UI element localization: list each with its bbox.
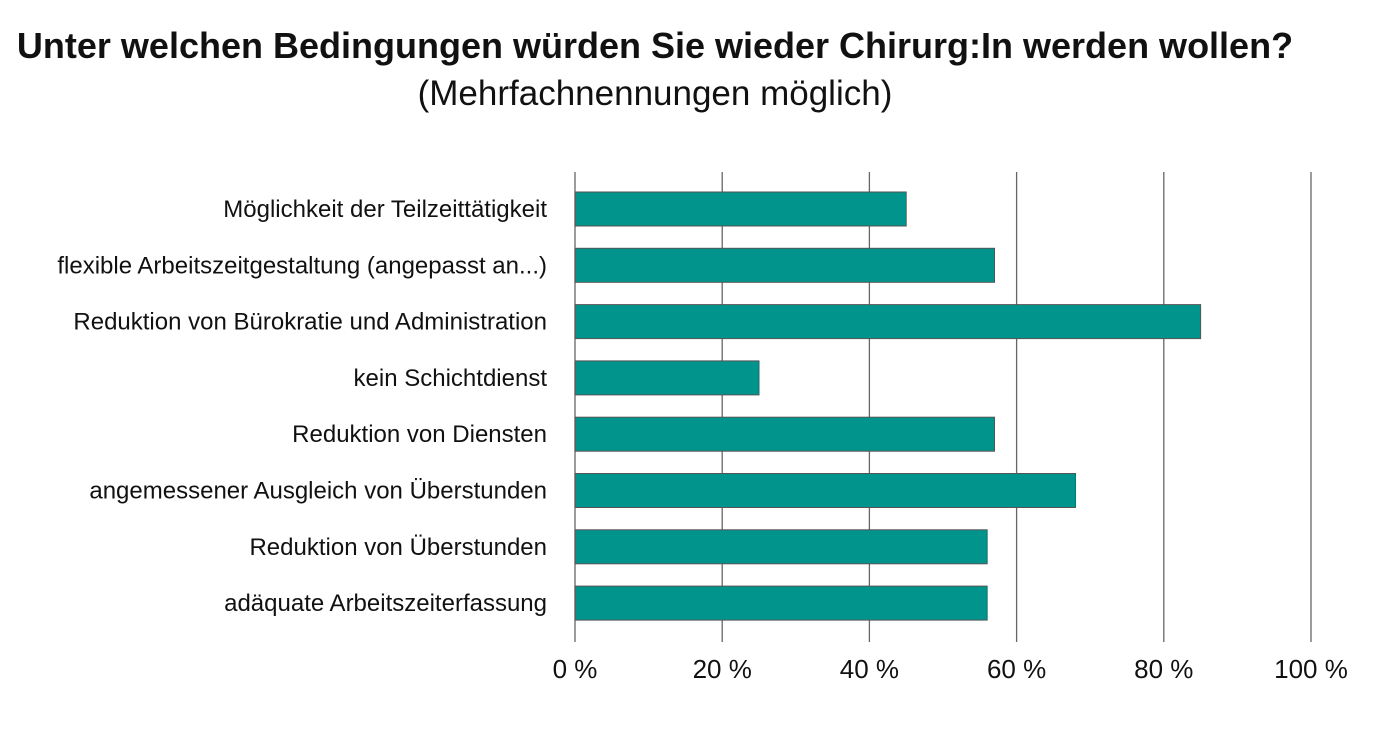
chart-subtitle: (Mehrfachnennungen möglich) bbox=[417, 74, 893, 113]
bar bbox=[574, 416, 996, 452]
x-tick-label: 0 % bbox=[553, 654, 598, 684]
bars bbox=[574, 191, 1202, 621]
category-label: angemessener Ausgleich von Überstunden bbox=[89, 478, 547, 505]
bar bbox=[574, 529, 988, 565]
x-axis-tick-labels: 0 % 20 % 40 % 60 % 80 % 100 % bbox=[553, 654, 1348, 684]
gridlines bbox=[574, 172, 1312, 642]
x-tick-label: 40 % bbox=[840, 654, 899, 684]
category-label: adäquate Arbeitszeiterfassung bbox=[224, 590, 547, 617]
bar bbox=[574, 191, 907, 227]
chart-title: Unter welchen Bedingungen würden Sie wie… bbox=[16, 25, 1294, 66]
bar bbox=[574, 473, 1076, 508]
bar bbox=[574, 585, 988, 621]
category-labels: Möglichkeit der Teilzeittätigkeit flexibl… bbox=[57, 196, 547, 617]
category-label: flexible Arbeitszeitgestaltung (angepass… bbox=[57, 252, 547, 279]
bar bbox=[574, 360, 760, 396]
x-tick-label: 80 % bbox=[1134, 654, 1193, 684]
category-label: Möglichkeit der Teilzeittätigkeit bbox=[223, 196, 547, 223]
x-tick-label: 100 % bbox=[1274, 654, 1348, 684]
x-tick-label: 20 % bbox=[693, 654, 752, 684]
category-label: Reduktion von Diensten bbox=[292, 421, 547, 448]
bar bbox=[574, 304, 1202, 340]
x-tick-label: 60 % bbox=[987, 654, 1046, 684]
category-label: Reduktion von Überstunden bbox=[249, 534, 547, 561]
category-label: kein Schichtdienst bbox=[354, 365, 548, 392]
bar bbox=[574, 247, 996, 283]
category-label: Reduktion von Bürokratie und Administrat… bbox=[73, 309, 547, 336]
